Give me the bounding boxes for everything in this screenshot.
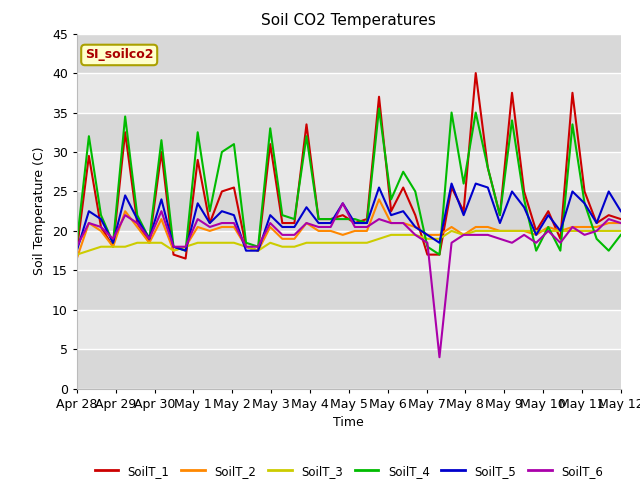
Bar (77, 270, 621, 310)
Bar (77, 349, 621, 389)
Bar (77, 34, 621, 73)
Text: SI_soilco2: SI_soilco2 (85, 48, 154, 61)
Y-axis label: Soil Temperature (C): Soil Temperature (C) (33, 147, 46, 276)
Title: Soil CO2 Temperatures: Soil CO2 Temperatures (261, 13, 436, 28)
Bar (77, 192, 621, 231)
Legend: SoilT_1, SoilT_2, SoilT_3, SoilT_4, SoilT_5, SoilT_6: SoilT_1, SoilT_2, SoilT_3, SoilT_4, Soil… (90, 460, 608, 480)
X-axis label: Time: Time (333, 416, 364, 430)
Bar (77, 112, 621, 152)
